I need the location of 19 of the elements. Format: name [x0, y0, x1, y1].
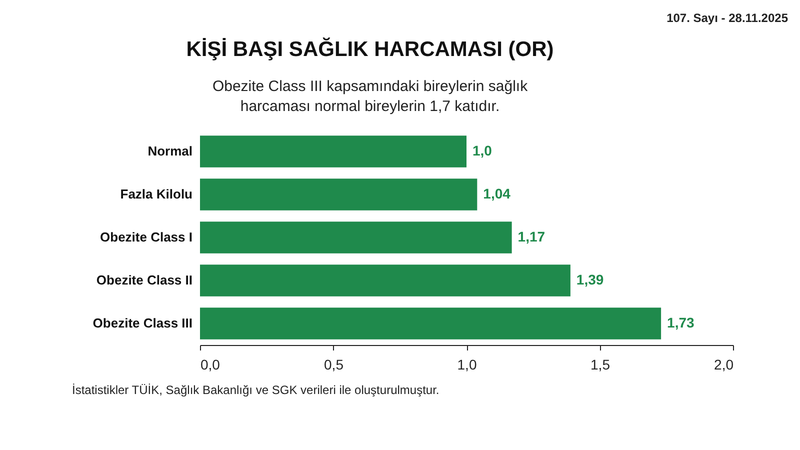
y-tick-label: Obezite Class I: [100, 230, 192, 244]
data-label: 1,17: [518, 228, 546, 244]
data-label: 1,73: [667, 314, 695, 330]
x-tick-label: 1,0: [457, 356, 477, 372]
x-tick-label: 1,5: [590, 356, 610, 372]
data-label: 1,04: [483, 186, 511, 202]
data-label: 1,39: [576, 272, 604, 288]
x-tick-label: 0,0: [200, 356, 220, 372]
chart-title: KİŞİ BAŞI SAĞLIK HARCAMASI (OR): [186, 37, 554, 61]
text: 107. Sayı - 28.11.2025: [666, 11, 788, 25]
y-tick-label: Obezite Class II: [96, 272, 192, 288]
y-tick-label: Fazla Kilolu: [120, 186, 193, 202]
x-tick-label: 2,0: [714, 356, 734, 372]
chart-subtitle: Obezite Class III kapsamındaki bireylerin sağlık harcaması normal bireylerin 1,7 katıdır.: [212, 78, 528, 115]
y-tick-label: Obezite Class III: [92, 316, 192, 330]
x-tick-label: 0,5: [324, 356, 344, 372]
text: İstatistikler TÜİK, Sağlık Bakanlığı ve SGK verileri ile oluşturulmuştur.: [72, 383, 440, 397]
y-tick-label: Normal: [148, 144, 192, 158]
data-label: 1,0: [472, 142, 492, 158]
